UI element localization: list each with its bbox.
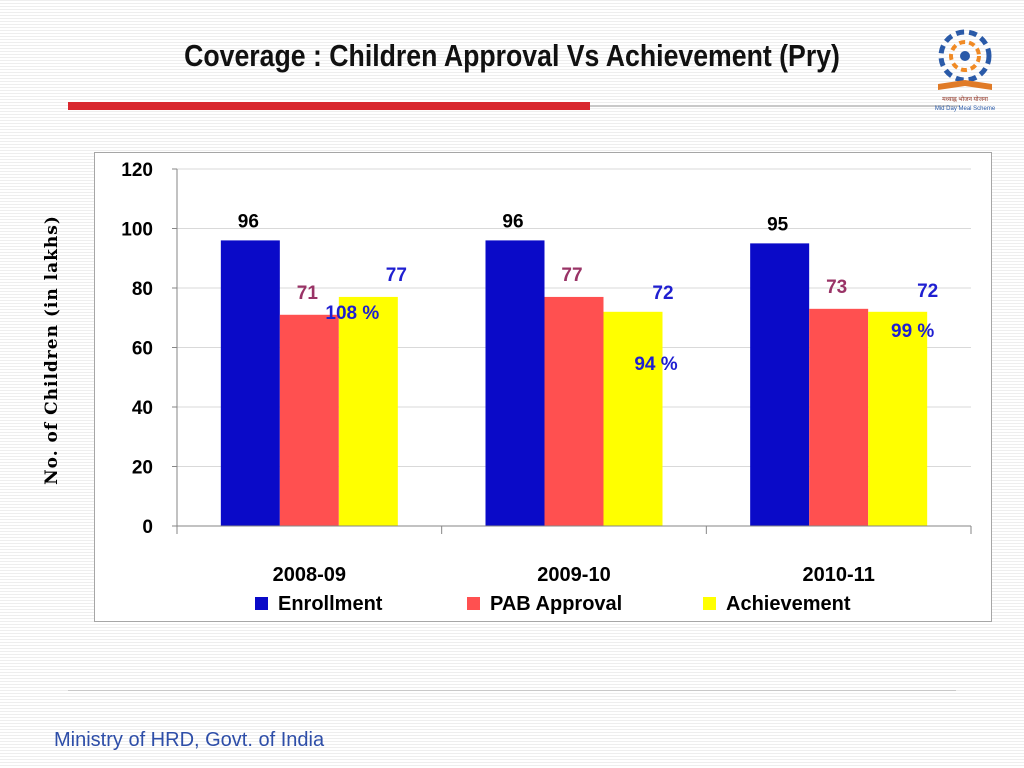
data-label: 72 — [917, 281, 938, 302]
logo-text-english: Mid Day Meal Scheme — [935, 106, 996, 112]
legend-label: PAB Approval — [490, 593, 622, 615]
data-label: 77 — [561, 265, 582, 286]
bar-enrollment — [750, 243, 810, 526]
slide-title: Coverage : Children Approval Vs Achievem… — [184, 38, 840, 73]
bars — [220, 240, 928, 526]
bar-pab-approval — [809, 308, 869, 526]
legend-swatch — [467, 597, 480, 610]
bar-enrollment — [220, 240, 280, 526]
bar-pab-approval — [279, 314, 339, 526]
y-tick-label: 0 — [142, 517, 153, 538]
y-tick-label: 20 — [132, 458, 153, 479]
x-tick-label: 2008-09 — [273, 564, 346, 586]
achievement-percent-label: 99 % — [891, 321, 934, 342]
data-label: 71 — [297, 283, 319, 304]
y-axis-title: No. of Children (in lakhs) — [42, 215, 62, 485]
data-label: 77 — [386, 265, 407, 286]
data-label: 96 — [238, 211, 259, 232]
logo-ring — [938, 29, 992, 83]
bar-achievement — [603, 311, 663, 526]
logo-text-hindi: मध्याह्न भोजन योजना — [942, 95, 988, 103]
x-tick-label: 2010-11 — [803, 564, 875, 586]
bar-chart: 0 20 40 60 80 100 120 2008-09 2009-10 2010-11 96 7… — [121, 160, 972, 615]
data-label: 73 — [826, 277, 847, 298]
mid-day-meal-scheme-logo: मध्याह्न भोजन योजना Mid Day Meal Scheme — [928, 18, 1002, 116]
footer-divider — [68, 690, 956, 691]
data-label: 72 — [652, 283, 673, 304]
legend-swatch — [255, 597, 268, 610]
legend-label: Achievement — [726, 593, 851, 615]
y-tick-label: 120 — [121, 160, 153, 181]
legend-swatch — [703, 597, 716, 610]
y-tick-label: 80 — [132, 279, 153, 300]
bar-pab-approval — [544, 296, 604, 526]
data-labels: 96 71 77 108 % 96 77 72 94 % 95 73 72 99 % — [238, 211, 938, 374]
y-tick-label: 60 — [132, 339, 153, 360]
footer-text: Ministry of HRD, Govt. of India — [54, 729, 325, 751]
x-tick-label: 2009-10 — [537, 564, 610, 586]
data-label: 96 — [502, 211, 523, 232]
y-tick-label: 40 — [132, 398, 153, 419]
y-tick-label: 100 — [121, 220, 153, 241]
title-underline-grey — [590, 105, 960, 107]
logo-book — [938, 80, 992, 90]
title-underline-red — [68, 102, 590, 110]
axes: 0 20 40 60 80 100 120 2008-09 2009-10 2010-11 — [121, 160, 972, 586]
achievement-percent-label: 94 % — [634, 354, 677, 375]
logo-inner-ring — [949, 40, 981, 72]
bar-achievement — [338, 296, 398, 526]
logo-graphic: मध्याह्न भोजन योजना Mid Day Meal Scheme — [935, 29, 996, 112]
legend: Enrollment PAB Approval Achievement — [255, 593, 851, 615]
achievement-percent-label: 108 % — [325, 303, 379, 324]
bar-achievement — [868, 311, 928, 526]
chart-area: 0 20 40 60 80 100 120 2008-09 2009-10 2010-11 96 7… — [94, 152, 992, 622]
bar-enrollment — [485, 240, 545, 526]
data-label: 95 — [767, 214, 789, 235]
logo-center — [960, 51, 970, 61]
legend-label: Enrollment — [278, 593, 383, 615]
